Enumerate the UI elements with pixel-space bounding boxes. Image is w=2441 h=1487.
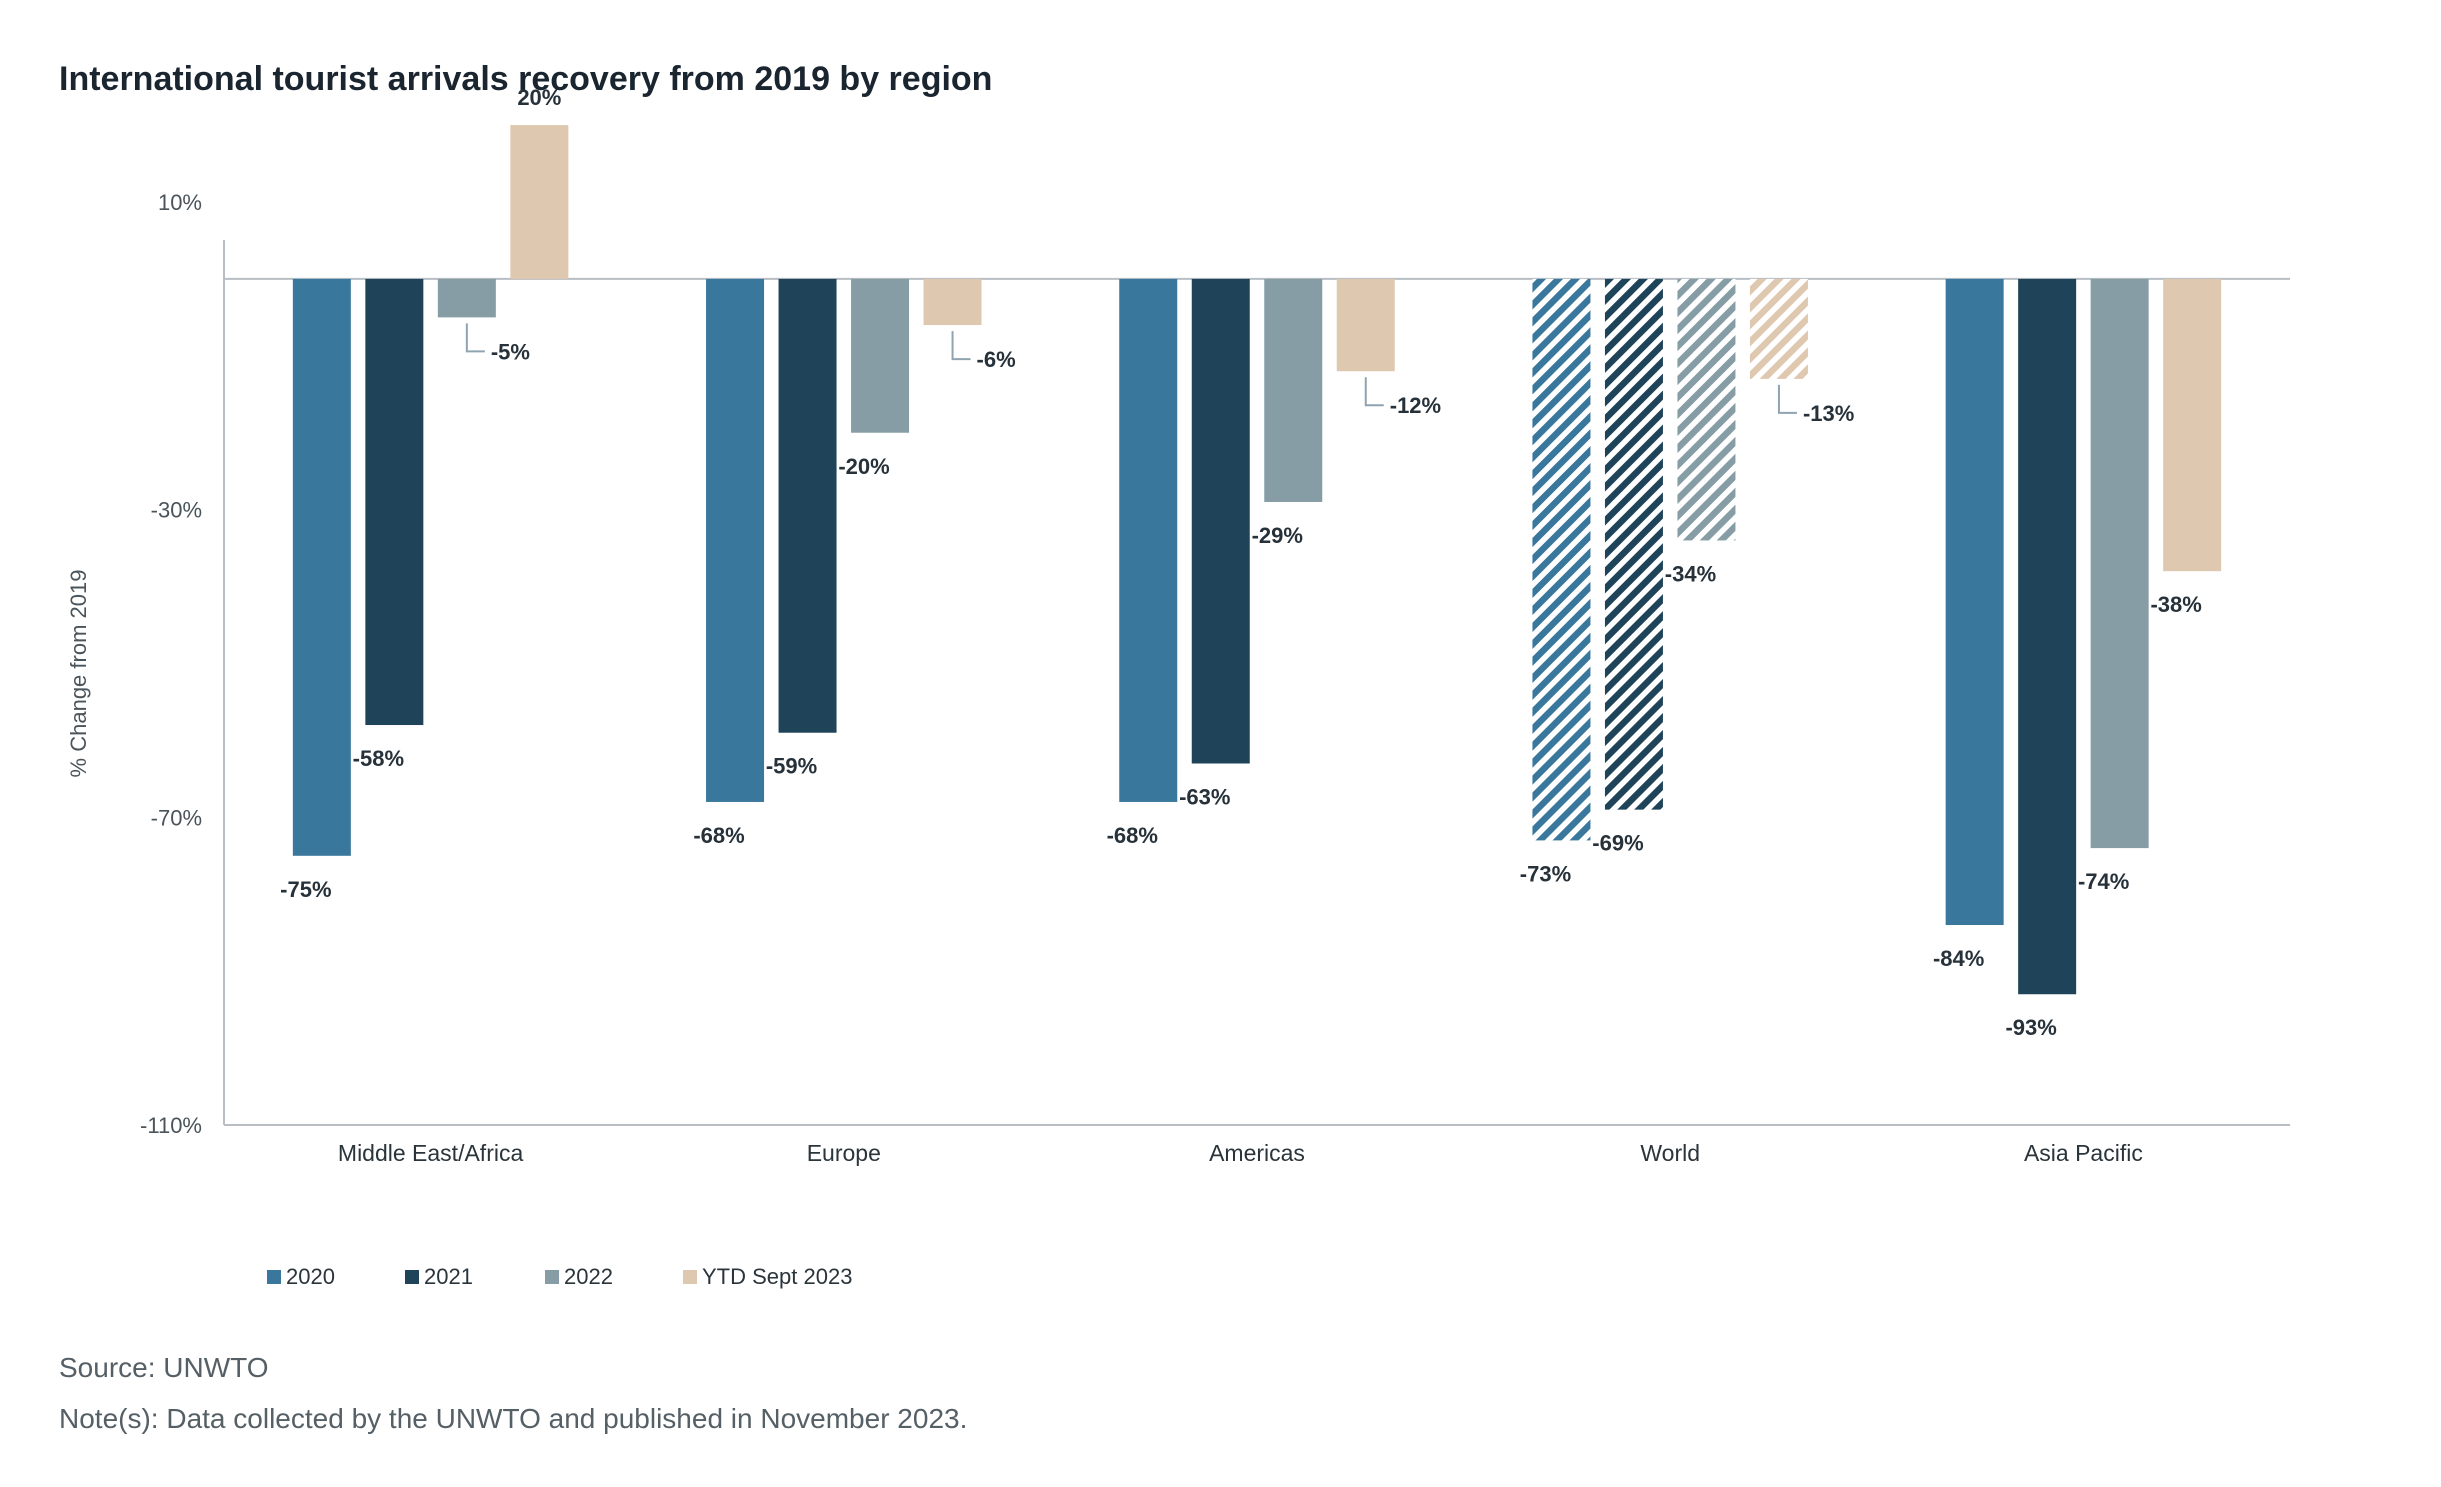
bar-europe-2022 [851,278,910,433]
legend-label: 2021 [424,1264,473,1289]
data-label: -84% [1933,946,1984,971]
bar-world-2022 [1677,278,1736,541]
y-tick-label: -70% [151,805,202,830]
bar-middle-east-africa-2021 [365,278,424,726]
data-label: -93% [2005,1015,2056,1040]
x-tick-label: World [1640,1140,1700,1166]
x-tick-label: Middle East/Africa [338,1140,524,1166]
bar-americas-2022 [1264,278,1323,502]
legend-label: 2022 [564,1264,613,1289]
data-label: -73% [1520,861,1571,886]
data-label: -63% [1179,784,1230,809]
data-label: -5% [491,339,530,364]
data-label: 20% [517,85,561,110]
bar-world-2020 [1532,278,1591,841]
y-axis-title: % Change from 2019 [66,570,91,778]
y-tick-label: -30% [151,498,202,523]
chart-data-labels: -75% -58% -5% 20% -68% -59% -20% -6% -68% -63% -29… [280,85,2202,1040]
bar-europe-2020 [706,278,765,802]
data-label: -13% [1803,401,1854,426]
data-label: -6% [977,347,1016,372]
data-label: -38% [2150,592,2201,617]
data-label: -68% [1107,823,1158,848]
chart-bars [292,125,2222,995]
bar-world-ytd-sept-2023 [1749,278,1808,379]
bar-asia-pacific-2020 [1945,278,2004,926]
chart-title: International tourist arrivals recovery … [59,60,993,98]
bar-asia-pacific-2022 [2090,278,2149,849]
data-label: -74% [2078,869,2129,894]
legend-label: 2020 [286,1264,335,1289]
legend-label: YTD Sept 2023 [702,1264,852,1289]
data-label: -69% [1592,831,1643,856]
data-label: -68% [693,823,744,848]
data-label: -58% [353,746,404,771]
footnote: Note(s): Data collected by the UNWTO and… [59,1403,968,1434]
x-tick-label: Americas [1209,1140,1305,1166]
data-label: -34% [1665,561,1716,586]
x-tick-label: Europe [807,1140,881,1166]
data-label: -12% [1390,393,1441,418]
y-tick-label: -110% [140,1113,202,1138]
bar-americas-2020 [1119,278,1178,802]
bar-middle-east-africa-2020 [292,278,351,856]
bar-asia-pacific-2021 [2018,278,2077,995]
leader-line [465,323,485,353]
chart-legend: 2020 2021 2022 YTD Sept 2023 [267,1264,852,1289]
data-label: -75% [280,877,331,902]
bar-americas-2021 [1191,278,1250,764]
y-tick-label: 10% [158,190,202,215]
legend-swatch [683,1270,697,1284]
bar-asia-pacific-ytd-sept-2023 [2163,278,2222,572]
leader-line [1364,377,1384,407]
leader-line [951,331,971,361]
bar-americas-ytd-sept-2023 [1336,278,1395,372]
legend-swatch [405,1270,419,1284]
bar-middle-east-africa-2022 [437,278,496,318]
source-note: Source: UNWTO [59,1352,269,1383]
legend-swatch [545,1270,559,1284]
bar-middle-east-africa-ytd-sept-2023 [510,125,569,279]
bar-world-2021 [1604,278,1663,810]
bar-europe-2021 [778,278,837,733]
legend-swatch [267,1270,281,1284]
data-label: -20% [838,454,889,479]
bar-europe-ytd-sept-2023 [923,278,982,326]
data-label: -59% [766,754,817,779]
data-label: -29% [1252,523,1303,548]
x-tick-label: Asia Pacific [2024,1140,2143,1166]
leader-line [1777,384,1797,414]
